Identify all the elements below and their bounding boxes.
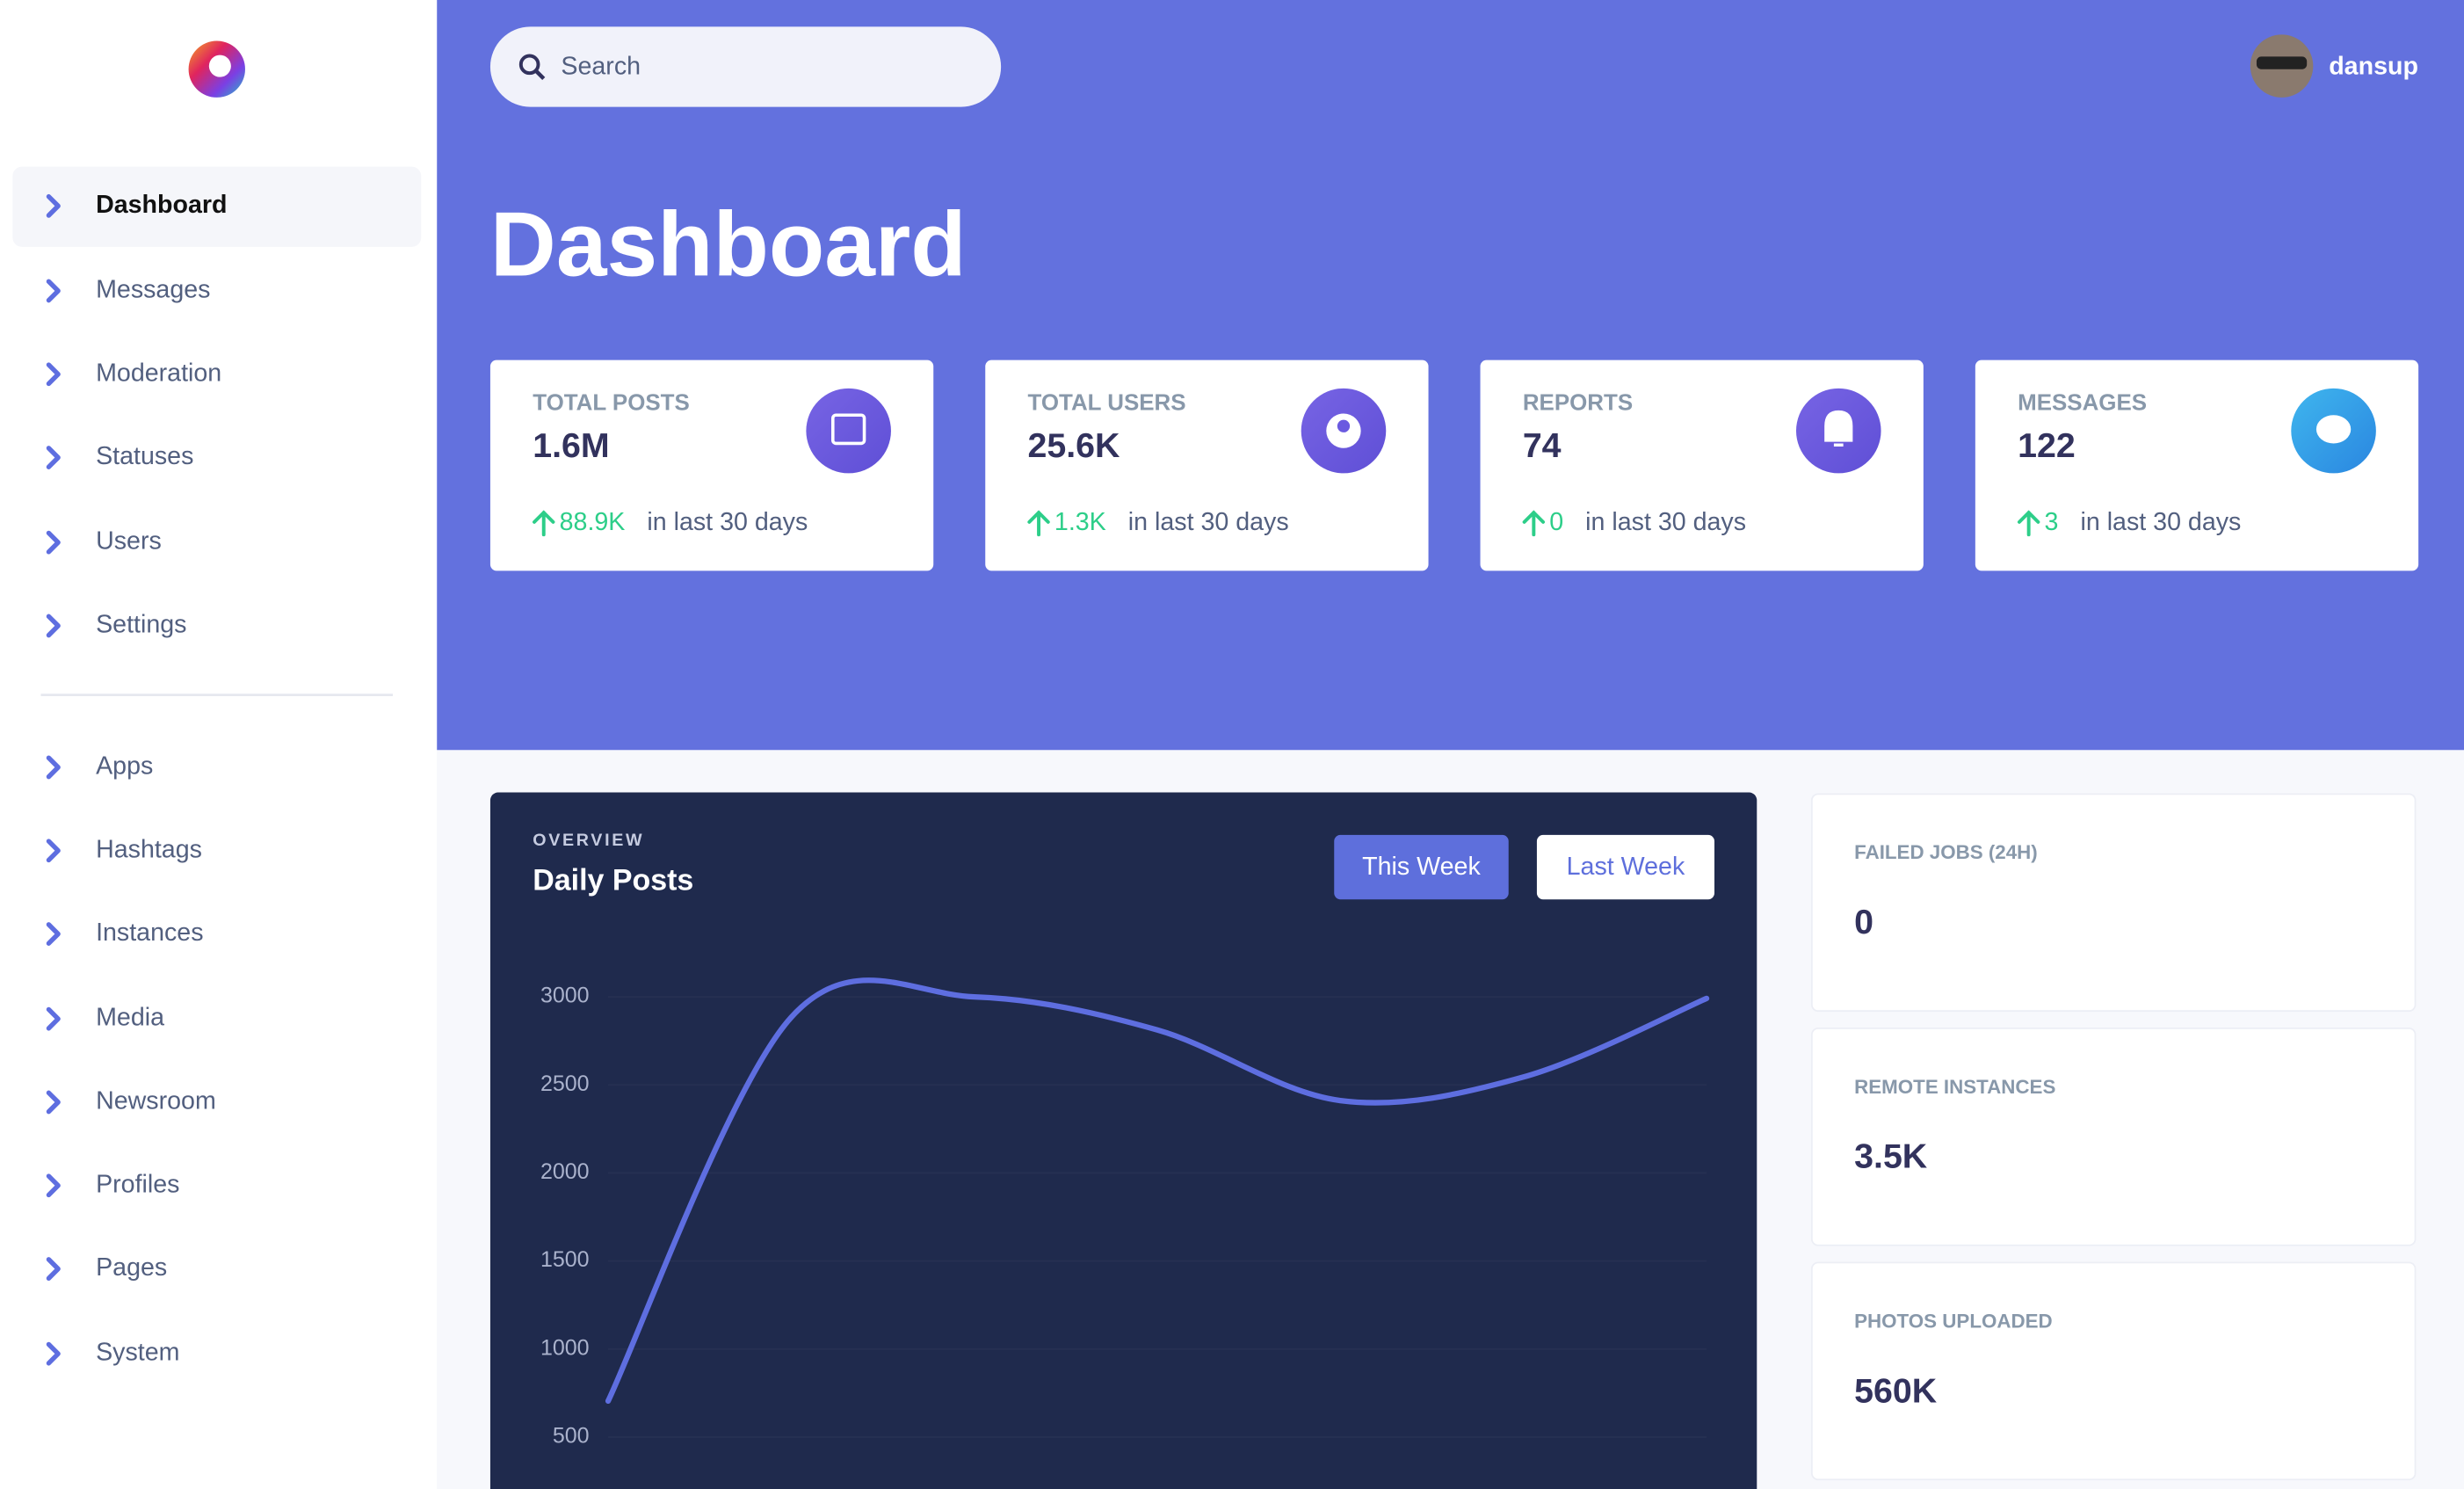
icon-glyph	[1824, 410, 1853, 447]
stat-label: MESSAGES	[2018, 391, 2147, 416]
nav-item[interactable]: Media	[96, 1004, 164, 1032]
stat-label: TOTAL USERS	[1028, 391, 1186, 416]
icon-glyph	[2315, 415, 2352, 444]
icon-glyph	[1337, 419, 1351, 432]
chevron-icon	[46, 1090, 61, 1115]
stat-label: REPORTS	[1523, 391, 1633, 416]
y-tick-label: 2000	[540, 1159, 590, 1184]
side-stat-card	[1810, 793, 2417, 1013]
week-button-label[interactable]: Last Week	[1567, 853, 1685, 881]
stat-label: TOTAL POSTS	[533, 391, 690, 416]
stat-change: 88.9K	[560, 508, 626, 536]
y-tick-label: 3000	[540, 984, 590, 1008]
nav-item[interactable]: Newsroom	[96, 1087, 216, 1115]
stat-value: 74	[1523, 426, 1562, 465]
nav-item[interactable]: Profiles	[96, 1170, 179, 1198]
nav-item[interactable]: Statuses	[96, 442, 193, 470]
nav-item[interactable]: Dashboard	[96, 191, 227, 219]
nav-item[interactable]: Moderation	[96, 359, 221, 387]
nav-item[interactable]: Settings	[96, 611, 186, 639]
stat-period: in last 30 days	[1585, 508, 1746, 536]
arrow-up-icon	[2017, 510, 2040, 537]
chart-title: Daily Posts	[533, 863, 693, 897]
stat-change: 3	[2045, 508, 2059, 536]
search-icon	[534, 69, 546, 81]
stat-period: in last 30 days	[647, 508, 808, 536]
chevron-icon	[46, 1341, 61, 1366]
side-stat-label: FAILED JOBS (24H)	[1854, 841, 2038, 863]
chevron-icon	[46, 1173, 61, 1198]
chevron-icon	[46, 362, 61, 387]
side-stat-value: 560K	[1854, 1371, 1938, 1410]
nav-item[interactable]: Pages	[96, 1253, 167, 1282]
chevron-icon	[46, 1006, 61, 1031]
stat-icon	[806, 388, 891, 474]
chevron-icon	[46, 446, 61, 469]
arrow-up-icon	[1522, 510, 1546, 537]
arrow-up-icon	[1027, 510, 1050, 537]
side-stat-card	[1810, 1027, 2417, 1246]
week-button[interactable]	[1536, 834, 1714, 900]
username[interactable]: dansup	[2329, 52, 2418, 80]
search-icon	[518, 54, 540, 76]
chevron-icon	[46, 530, 61, 555]
logo-inner	[208, 54, 231, 77]
search-box[interactable]	[489, 26, 1002, 107]
arrow-up-icon	[533, 510, 555, 537]
side-stat-card	[1810, 1261, 2417, 1481]
chevron-icon	[46, 922, 61, 946]
side-stat-value: 0	[1854, 903, 1873, 941]
stat-value: 25.6K	[1028, 426, 1121, 465]
chevron-icon	[46, 755, 61, 780]
nav-item[interactable]: System	[96, 1339, 179, 1367]
nav-active-bg	[12, 166, 422, 247]
week-button[interactable]	[1334, 834, 1509, 900]
search-placeholder: Search	[561, 52, 641, 80]
stat-period: in last 30 days	[1128, 508, 1289, 536]
chevron-icon	[46, 839, 61, 863]
side-stat-label: PHOTOS UPLOADED	[1854, 1310, 2053, 1332]
avatar-detail	[2256, 56, 2308, 69]
stat-value: 1.6M	[533, 426, 609, 465]
chart-card	[489, 792, 1757, 1489]
chevron-icon	[46, 614, 61, 638]
stat-value: 122	[2018, 426, 2076, 465]
nav-item[interactable]: Hashtags	[96, 835, 202, 863]
y-tick-label: 1000	[540, 1335, 590, 1360]
page-title: Dashboard	[490, 193, 967, 295]
nav-item[interactable]: Instances	[96, 919, 203, 947]
side-stat-value: 3.5K	[1854, 1137, 1928, 1176]
chevron-icon	[46, 193, 61, 218]
side-stat-label: REMOTE INSTANCES	[1854, 1076, 2055, 1098]
nav-item[interactable]: Apps	[96, 752, 153, 780]
data-line	[605, 977, 1710, 1405]
nav-item[interactable]: Users	[96, 527, 162, 556]
y-tick-label: 500	[553, 1424, 590, 1449]
nav-item[interactable]: Messages	[96, 275, 210, 303]
sidebar	[0, 0, 438, 1489]
stat-change: 0	[1549, 508, 1563, 536]
icon-glyph	[830, 413, 866, 446]
chevron-icon	[46, 279, 61, 303]
week-button-label[interactable]: This Week	[1362, 853, 1481, 881]
stat-change: 1.3K	[1054, 508, 1106, 536]
y-tick-label: 2500	[540, 1071, 590, 1096]
stat-period: in last 30 days	[2080, 508, 2241, 536]
chevron-icon	[46, 1257, 61, 1281]
y-tick-label: 1500	[540, 1247, 590, 1272]
chart-overline: OVERVIEW	[533, 831, 644, 850]
